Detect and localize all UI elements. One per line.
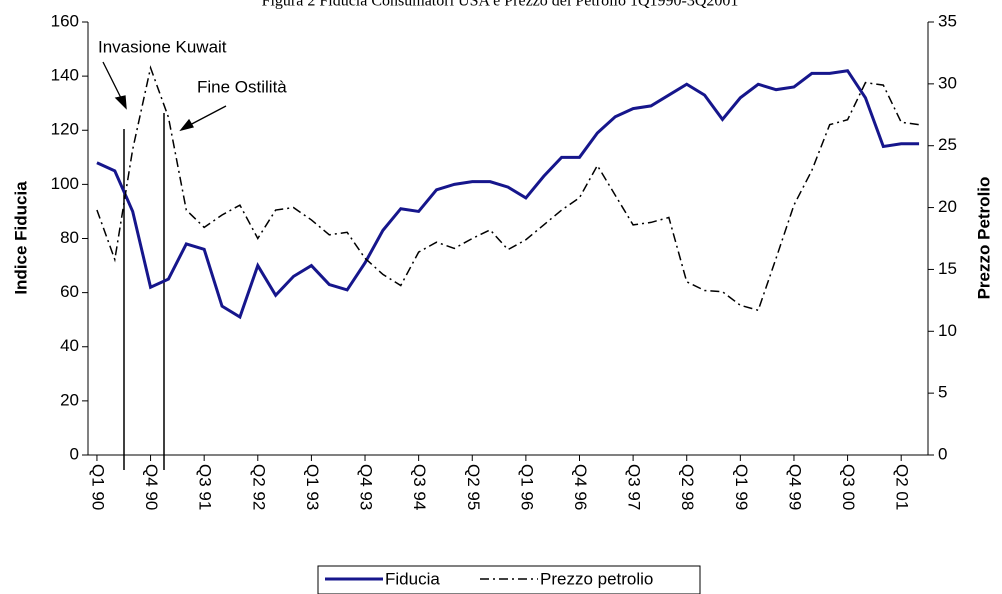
y-tick-label: 160 (51, 11, 79, 30)
x-tick-label: Q2 92 (249, 464, 268, 510)
x-tick-label: Q1 99 (732, 464, 751, 510)
y-tick-label: 120 (51, 120, 79, 139)
series-line (96, 65, 920, 312)
series-line (96, 69, 920, 320)
x-tick-label: Q2 01 (893, 464, 912, 510)
y2-tick-label: 5 (938, 383, 947, 402)
x-tick-label: Q3 91 (196, 464, 215, 510)
y2-tick-label: 35 (938, 11, 957, 30)
y2-tick-label: 30 (938, 73, 957, 92)
x-tick-label: Q2 95 (464, 464, 483, 510)
y2-tick-label: 10 (938, 321, 957, 340)
x-tick-label: Q3 94 (410, 464, 429, 510)
legend-label: Prezzo petrolio (540, 569, 653, 588)
y-tick-label: 80 (60, 228, 79, 247)
y-tick-label: 40 (60, 336, 79, 355)
y-tick-label: 20 (60, 390, 79, 409)
x-tick-label: Q1 96 (517, 464, 536, 510)
x-tick-label: Q4 93 (357, 464, 376, 510)
x-tick-label: Q3 97 (625, 464, 644, 510)
annotation: Invasione Kuwait (98, 37, 227, 56)
y-tick-label: 0 (70, 444, 79, 463)
x-tick-label: Q1 90 (88, 464, 107, 510)
x-tick-label: Q4 96 (571, 464, 590, 510)
y-tick-label: 60 (60, 282, 79, 301)
legend-label: Fiducia (385, 569, 440, 588)
x-tick-label: Q3 00 (839, 464, 858, 510)
y2-tick-label: 15 (938, 259, 957, 278)
y2-tick-label: 20 (938, 197, 957, 216)
y-tick-label: 140 (51, 66, 79, 85)
x-tick-label: Q2 98 (678, 464, 697, 510)
annotation-arrows (102, 61, 227, 470)
y2-tick-label: 0 (938, 444, 947, 463)
x-tick-label: Q1 93 (303, 464, 322, 510)
y-axis-label: Indice Fiducia (11, 181, 30, 295)
annotation: Fine Ostilità (197, 77, 287, 96)
y-tick-label: 100 (51, 174, 79, 193)
y2-tick-label: 25 (938, 135, 957, 154)
chart-title: Figura 2 Fiducia Consumatori USA e Prezz… (262, 0, 739, 10)
x-tick-label: Q4 99 (785, 464, 804, 510)
y2-axis-label: Prezzo Petrolio (974, 177, 993, 300)
x-tick-label: Q4 90 (142, 464, 161, 510)
